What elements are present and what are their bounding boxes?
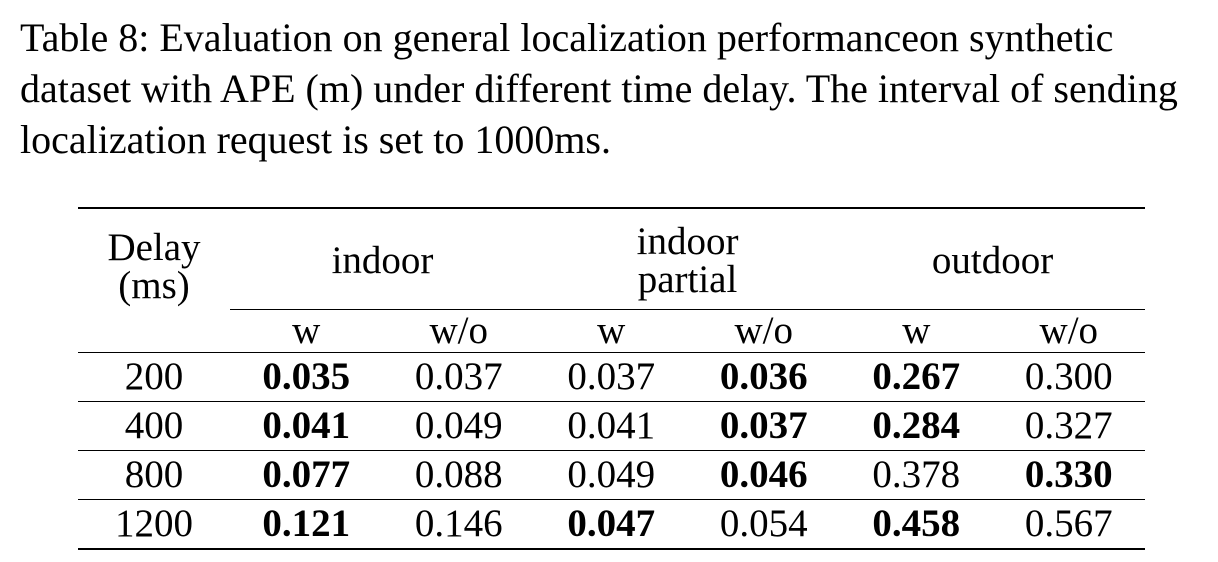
group-header-outdoor: outdoor [840, 208, 1145, 310]
value-cell: 0.077 [230, 450, 383, 500]
table-row: 800 0.077 0.088 0.049 0.046 0.378 0.330 [78, 450, 1146, 500]
value-cell: 0.458 [840, 499, 993, 549]
subheader-cell: w [535, 309, 688, 353]
value-cell: 0.088 [382, 450, 536, 500]
value-cell: 0.049 [535, 450, 688, 500]
subheader-cell: w/o [687, 309, 841, 353]
group-header-line: indoor [331, 239, 434, 282]
table-caption: Table 8: Evaluation on general localizat… [20, 12, 1206, 165]
value-cell: 0.284 [840, 401, 993, 451]
value-cell: 0.037 [535, 352, 688, 402]
value-cell: 0.327 [992, 401, 1146, 451]
value-cell: 0.146 [382, 499, 536, 549]
value-cell: 0.567 [992, 499, 1146, 549]
delay-column-header: Delay (ms) [78, 208, 230, 353]
subheader-cell: w/o [992, 309, 1146, 353]
group-header-indoor: indoor [230, 208, 535, 310]
value-cell: 0.037 [382, 352, 536, 402]
subheader-cell: w [840, 309, 993, 353]
value-cell: 0.049 [382, 401, 536, 451]
value-cell: 0.035 [230, 352, 383, 402]
subheader-cell: w [230, 309, 383, 353]
value-cell: 0.037 [687, 401, 841, 451]
delay-cell: 1200 [78, 499, 230, 549]
delay-cell: 400 [78, 401, 230, 451]
caption-line: dataset with APE (m) under different tim… [20, 66, 1178, 111]
value-cell: 0.041 [230, 401, 383, 451]
value-cell: 0.121 [230, 499, 383, 549]
results-table: Delay (ms) indoor indoor partial outdoor… [78, 207, 1146, 550]
value-cell: 0.046 [687, 450, 841, 500]
value-cell: 0.054 [687, 499, 841, 549]
group-header-line: outdoor [931, 239, 1054, 282]
group-header-indoor-partial: indoor partial [535, 208, 840, 310]
value-cell: 0.036 [687, 352, 841, 402]
delay-cell: 800 [78, 450, 230, 500]
value-cell: 0.267 [840, 352, 993, 402]
value-cell: 0.300 [992, 352, 1146, 402]
table-row: 1200 0.121 0.146 0.047 0.054 0.458 0.567 [78, 499, 1146, 549]
results-table-container: Delay (ms) indoor indoor partial outdoor… [78, 207, 1146, 550]
value-cell: 0.330 [992, 450, 1146, 500]
caption-line: localization request is set to 1000ms. [20, 117, 611, 162]
delay-cell: 200 [78, 352, 230, 402]
table-row: 200 0.035 0.037 0.037 0.036 0.267 0.300 [78, 352, 1146, 402]
value-cell: 0.041 [535, 401, 688, 451]
value-cell: 0.378 [840, 450, 993, 500]
group-header-line: indoor [636, 220, 739, 263]
group-header-line: partial [637, 258, 738, 301]
caption-line: Table 8: Evaluation on general localizat… [20, 15, 1114, 60]
table-row: 400 0.041 0.049 0.041 0.037 0.284 0.327 [78, 401, 1146, 451]
subheader-cell: w/o [382, 309, 536, 353]
delay-header-line: Delay [107, 226, 201, 269]
value-cell: 0.047 [535, 499, 688, 549]
delay-header-unit: (ms) [118, 264, 190, 307]
